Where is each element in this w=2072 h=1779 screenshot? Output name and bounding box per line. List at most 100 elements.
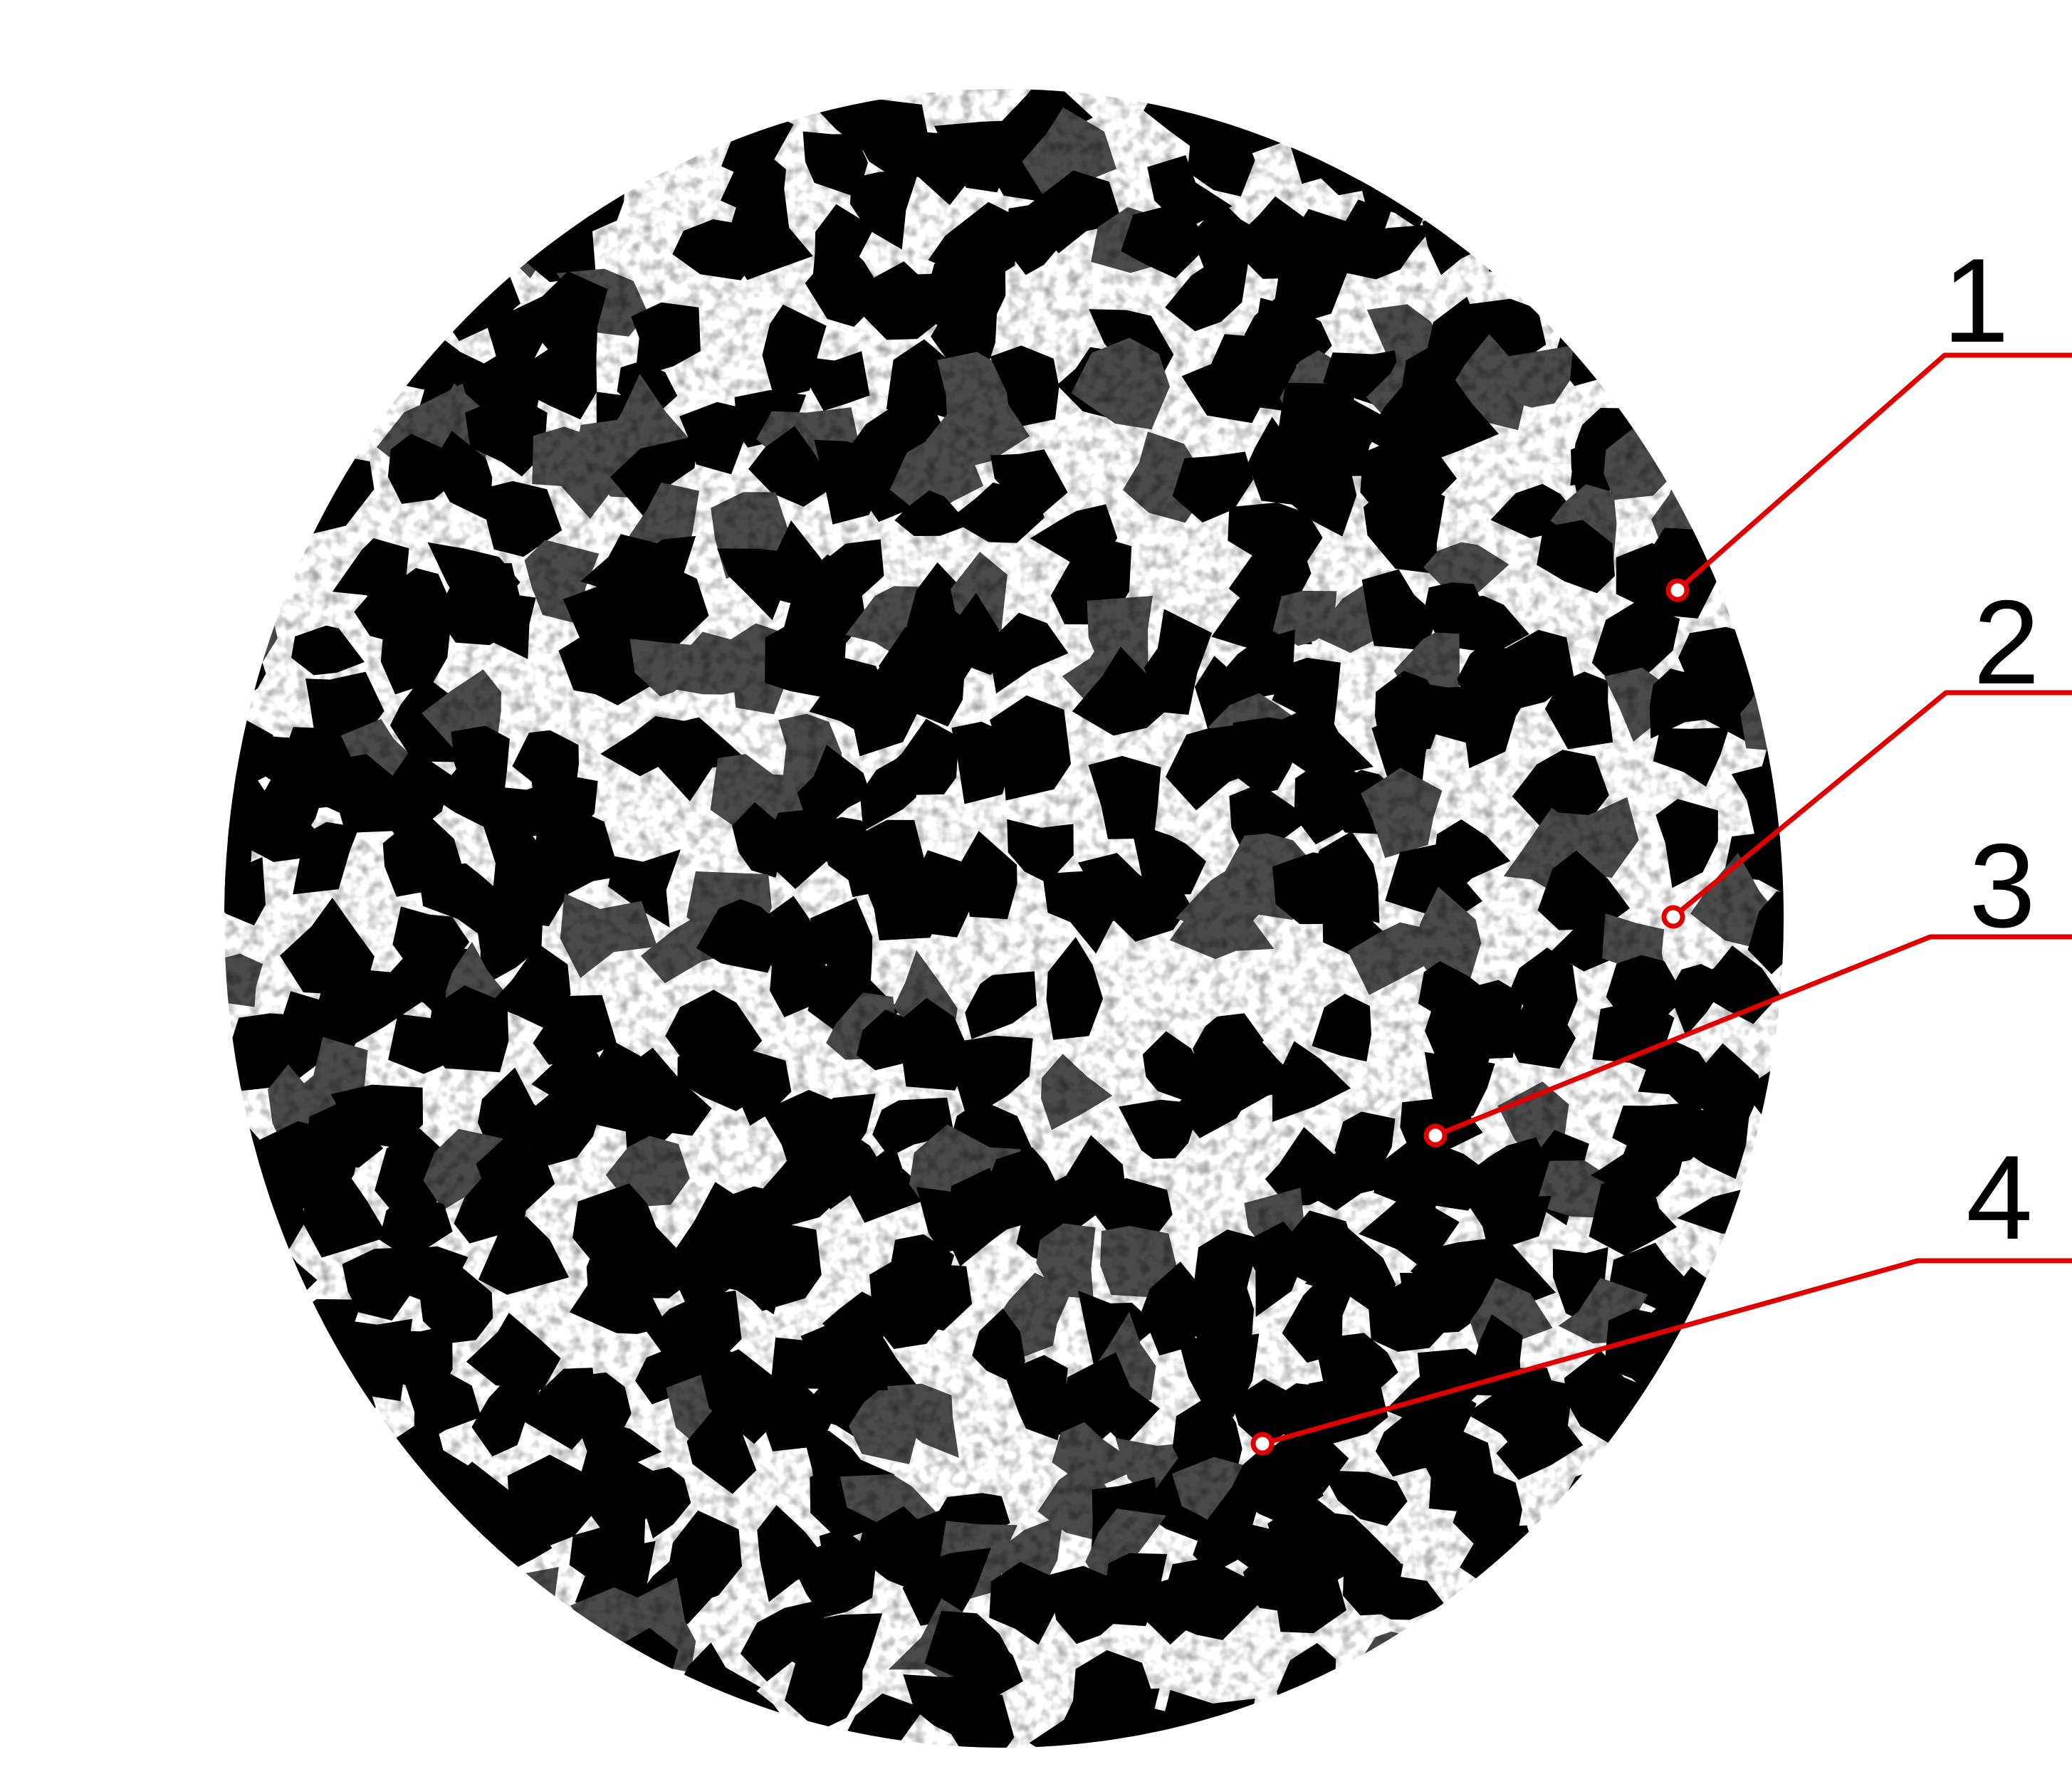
- phase-region: [278, 1537, 355, 1630]
- phase-region: [237, 1597, 327, 1686]
- phase-region: [294, 1416, 355, 1499]
- phase-region: [238, 1650, 325, 1738]
- leader-line-1: [1675, 352, 2072, 593]
- phase-region: [298, 1509, 368, 1589]
- phase-region: [461, 143, 558, 221]
- phase-region: [224, 491, 268, 577]
- phase-region: [224, 1241, 285, 1315]
- phase-region: [417, 1683, 505, 1748]
- phase-region: [1408, 1653, 1506, 1715]
- callout-label-2: 2: [1973, 575, 2039, 709]
- phase-region: [273, 239, 362, 331]
- phase-region: [227, 109, 305, 174]
- phase-region: [224, 1409, 293, 1487]
- phase-region: [1749, 89, 1784, 149]
- phase-region: [376, 89, 452, 133]
- phase-region: [1503, 152, 1579, 251]
- phase-region: [387, 1557, 467, 1644]
- phase-region: [1579, 1592, 1662, 1689]
- callout-4: 4: [1250, 1130, 2072, 1456]
- phase-region: [1724, 1596, 1784, 1649]
- phase-region: [428, 89, 516, 147]
- phase-region: [1720, 1441, 1784, 1504]
- phase-region: [415, 1590, 502, 1683]
- phase-region: [1609, 1560, 1702, 1634]
- phase-region: [248, 390, 328, 467]
- phase-region: [1730, 1527, 1784, 1605]
- phase-region: [1678, 1645, 1774, 1726]
- phase-region: [224, 1700, 273, 1748]
- phase-region: [1459, 1699, 1537, 1748]
- phase-region: [1651, 1708, 1713, 1748]
- phase-region: [365, 248, 460, 339]
- phase-region: [1685, 1360, 1778, 1433]
- phase-region: [1684, 1696, 1778, 1748]
- callout-3: 3: [1423, 819, 2072, 1148]
- leader-line-4: [1260, 1258, 2072, 1447]
- phase-region: [1574, 89, 1645, 151]
- phase-region: [1619, 89, 1707, 122]
- phase-region: [1741, 431, 1784, 519]
- phase-region: [276, 1434, 360, 1535]
- phase-region: [1691, 1426, 1760, 1507]
- phase-region: [302, 104, 380, 178]
- callout-marker-4: [1250, 1432, 1275, 1456]
- phase-region: [402, 1631, 488, 1726]
- phase-region: [1559, 1522, 1643, 1595]
- phase-region: [1653, 401, 1741, 474]
- phase-region: [1629, 1462, 1705, 1532]
- phase-region: [1315, 89, 1415, 131]
- phase-region: [224, 1295, 254, 1376]
- phase-region: [1359, 1663, 1463, 1729]
- phase-region: [529, 89, 611, 140]
- phase-region: [1752, 579, 1784, 649]
- phase-region: [1532, 1592, 1618, 1690]
- phase-region: [1686, 290, 1757, 386]
- phase-region: [1745, 112, 1784, 201]
- phase-region: [242, 89, 332, 144]
- phase-region: [290, 1662, 365, 1746]
- phase-region: [1633, 313, 1725, 382]
- callout-marker-2: [1661, 905, 1685, 929]
- leader-line-2: [1670, 690, 2072, 920]
- callout-marker-3: [1423, 1123, 1448, 1148]
- phase-region: [1505, 89, 1588, 142]
- phase-region: [1591, 100, 1676, 203]
- callout-label-3: 3: [1969, 819, 2035, 953]
- phase-region: [224, 89, 273, 144]
- phase-region: [1456, 1604, 1541, 1684]
- callout-1: 1: [1665, 233, 2072, 602]
- phase-region: [342, 1460, 434, 1541]
- phase-region: [1497, 1612, 1580, 1684]
- phase-region: [1593, 216, 1704, 293]
- phase-region: [1637, 168, 1727, 251]
- phase-region: [1507, 1565, 1599, 1632]
- phase-region: [229, 1506, 303, 1590]
- phase-region: [325, 112, 414, 180]
- phase-region: [224, 444, 285, 533]
- phase-region: [1728, 221, 1784, 323]
- phase-region: [385, 1673, 464, 1748]
- phase-region: [582, 1699, 643, 1748]
- grain-texture: [224, 89, 1784, 1748]
- leader-line-3: [1433, 934, 2072, 1138]
- phase-region: [341, 89, 419, 147]
- phase-region: [1734, 1356, 1784, 1433]
- micrograph-disc: [224, 89, 1784, 1748]
- phase-region: [1638, 334, 1719, 404]
- callout-2: 2: [1661, 575, 2072, 929]
- phase-region: [1413, 89, 1494, 119]
- phase-region: [1710, 120, 1779, 204]
- callout-marker-1: [1665, 578, 1690, 602]
- phase-region: [291, 1601, 372, 1683]
- phase-region: [1444, 89, 1532, 145]
- phase-region: [330, 206, 424, 276]
- phase-region: [235, 192, 319, 284]
- phase-region: [234, 153, 320, 231]
- phase-region: [1216, 1703, 1311, 1748]
- phase-region: [237, 1574, 305, 1652]
- phase-region: [224, 115, 248, 189]
- phase-region: [1488, 201, 1559, 281]
- callout-label-1: 1: [1942, 233, 2009, 367]
